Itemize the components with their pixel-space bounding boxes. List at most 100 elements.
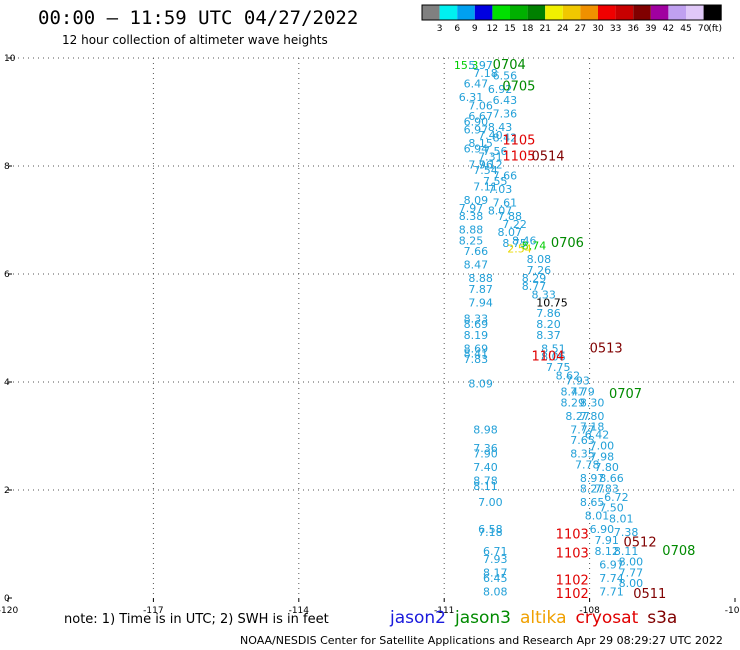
wave-height-label: 7.80 bbox=[594, 461, 619, 474]
colorbar-label: 3 bbox=[437, 24, 443, 34]
colorbar-unit: (ft) bbox=[708, 24, 722, 34]
chart-title: 00:00 – 11:59 UTC 04/27/2022 bbox=[38, 7, 359, 29]
wave-height-label: 8.30 bbox=[580, 396, 605, 409]
wave-height-label: 7.06 bbox=[468, 99, 493, 112]
wave-height-label: 8.09 bbox=[468, 377, 493, 390]
colorbar-swatch bbox=[457, 5, 475, 20]
wave-height-label: 7.65 bbox=[570, 434, 595, 447]
wave-height-label: 8.51 bbox=[541, 342, 566, 355]
colorbar-label: 9 bbox=[472, 24, 478, 34]
colorbar-swatch bbox=[668, 5, 686, 20]
wave-height-label: 8.08 bbox=[527, 253, 552, 266]
colorbar-swatch bbox=[474, 5, 493, 20]
wave-height-label: 5.97 bbox=[468, 59, 493, 72]
wave-height-label: 6.71 bbox=[483, 545, 508, 558]
colorbar-swatch bbox=[510, 5, 528, 20]
wave-height-label: 6.43 bbox=[493, 94, 517, 107]
wave-height-label: 7.31 bbox=[478, 151, 503, 164]
legend-jason2: jason2 bbox=[390, 608, 446, 628]
wave-height-label: 7.91 bbox=[594, 534, 619, 547]
pass-label: 0513 bbox=[590, 341, 623, 356]
y-tick-label: 0 bbox=[4, 594, 10, 604]
pass-label: 0514 bbox=[531, 150, 564, 165]
wave-height-label: 8.29 bbox=[561, 396, 586, 409]
wave-height-label: 7.00 bbox=[590, 440, 615, 453]
y-tick-label: 8 bbox=[4, 162, 10, 172]
legend-cryosat: cryosat bbox=[575, 608, 639, 628]
colorbar-label: 30 bbox=[592, 24, 604, 34]
wave-height-label: 7.36 bbox=[493, 107, 517, 120]
wave-height-label: 7.88 bbox=[498, 210, 522, 223]
pass-label: 1104 bbox=[531, 349, 564, 364]
wave-height-label: 6.31 bbox=[459, 91, 484, 104]
wave-height-label: 7.97 bbox=[459, 202, 484, 215]
colorbar-label: 18 bbox=[522, 24, 534, 34]
wave-height-label: 7.93 bbox=[483, 553, 508, 566]
wave-height-label: 8.00 bbox=[619, 556, 644, 569]
wave-height-label: 7.74 bbox=[599, 572, 624, 585]
wave-height-label: 8.47 bbox=[464, 259, 489, 272]
wave-height-label: 8.33 bbox=[464, 313, 489, 326]
colorbar-swatch bbox=[545, 5, 563, 20]
x-tick-label: -105 bbox=[725, 606, 740, 616]
colorbar-label: 6 bbox=[454, 24, 460, 34]
colorbar-label: 70 bbox=[698, 24, 710, 34]
wave-height-label: 7.40 bbox=[473, 461, 498, 474]
wave-height-label: 7.79 bbox=[570, 386, 595, 399]
colorbar-swatch bbox=[439, 5, 458, 20]
wave-height-label: 6.94 bbox=[464, 143, 489, 156]
colorbar-label: 21 bbox=[539, 24, 550, 34]
wave-height-label: 6.42 bbox=[585, 429, 610, 442]
wave-height-label: 8.65 bbox=[580, 496, 605, 509]
colorbar-frame bbox=[421, 4, 722, 21]
colorbar-label: 45 bbox=[680, 24, 691, 34]
colorbar-label: 36 bbox=[627, 24, 639, 34]
wave-height-label: 7.22 bbox=[502, 218, 527, 231]
wave-height-label: 8.15 bbox=[468, 137, 493, 150]
wave-height-label: 6.56 bbox=[493, 70, 517, 83]
wave-height-label: 7.36 bbox=[473, 442, 498, 455]
legend-jason3: jason3 bbox=[455, 608, 511, 628]
wave-height-label: 8.11 bbox=[473, 480, 498, 493]
wave-height-label: 7.40 bbox=[478, 129, 503, 142]
wave-height-label: 7.03 bbox=[488, 183, 513, 196]
wave-height-label: 8.38 bbox=[459, 210, 484, 223]
wave-height-label: 8.37 bbox=[536, 329, 561, 342]
y-tick-label: 6 bbox=[4, 270, 10, 280]
wave-height-label: 8.27 bbox=[565, 410, 590, 423]
wave-height-label: 7.80 bbox=[580, 410, 605, 423]
wave-height-label: 8.42 bbox=[493, 132, 517, 145]
wave-height-label: 6.97 bbox=[464, 124, 489, 137]
wave-height-label: 7.90 bbox=[473, 448, 498, 461]
pass-label: 0704 bbox=[493, 58, 526, 73]
colorbar-swatch bbox=[580, 5, 598, 20]
wave-height-label: 7.94 bbox=[468, 296, 493, 309]
colorbar-swatch bbox=[562, 5, 581, 20]
wave-height-label: 8.07 bbox=[498, 226, 522, 239]
colorbar-swatch bbox=[492, 5, 510, 20]
pass-labels: 0704070511051105051407060513110407071103… bbox=[493, 58, 696, 602]
legend-altika: altika bbox=[520, 608, 567, 628]
wave-height-label: 7.55 bbox=[483, 175, 508, 188]
wave-height-label: 7.66 bbox=[464, 245, 489, 258]
wave-height-label: 7.77 bbox=[619, 566, 644, 579]
wave-height-label: 15.3 bbox=[454, 59, 479, 72]
satellite-legend: jason2 jason3 altika cryosat s3a bbox=[390, 608, 686, 628]
wave-height-label: 8.09 bbox=[464, 194, 489, 207]
wave-height-label: 6.67 bbox=[468, 110, 493, 123]
wave-height-label: 7.86 bbox=[536, 307, 561, 320]
wave-height-label: 8.88 bbox=[459, 224, 484, 237]
wave-height-label: 7.12 bbox=[478, 159, 503, 172]
wave-height-label: 8.06 bbox=[541, 350, 566, 363]
wave-height-label: 8.75 bbox=[502, 237, 527, 250]
x-tick-label: -114 bbox=[289, 606, 310, 616]
pass-label: 1105 bbox=[502, 150, 535, 165]
wave-height-label: 7.11 bbox=[473, 180, 498, 193]
wave-height-label: 7.56 bbox=[483, 145, 508, 158]
wave-height-label: 6.90 bbox=[590, 523, 615, 536]
wave-height-label: 8.00 bbox=[619, 577, 644, 590]
pass-label: 0708 bbox=[662, 544, 695, 559]
colorbar-label: 15 bbox=[504, 24, 515, 34]
wave-height-label: 8.98 bbox=[473, 423, 498, 436]
